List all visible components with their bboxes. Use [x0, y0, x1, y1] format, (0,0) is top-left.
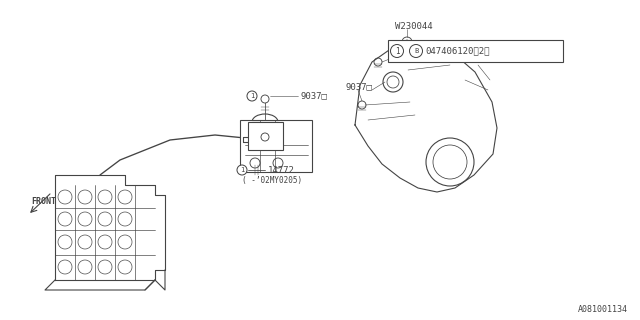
Text: 14772: 14772 [268, 165, 295, 174]
Circle shape [247, 91, 257, 101]
Circle shape [410, 44, 422, 58]
FancyBboxPatch shape [388, 40, 563, 62]
Text: 9037□: 9037□ [345, 83, 372, 92]
Text: A081001134: A081001134 [578, 305, 628, 314]
Circle shape [390, 44, 403, 58]
Text: FRONT: FRONT [31, 197, 56, 206]
Text: 9037□: 9037□ [300, 92, 327, 100]
Text: 9037□: 9037□ [394, 53, 421, 62]
Text: 047406120（2）: 047406120（2） [425, 46, 490, 55]
Text: 1: 1 [240, 167, 244, 173]
Text: ( -’02MY0205): ( -’02MY0205) [242, 175, 302, 185]
FancyBboxPatch shape [240, 120, 312, 172]
Text: 1: 1 [250, 93, 254, 99]
Text: B: B [414, 48, 418, 54]
Circle shape [237, 165, 247, 175]
Text: W230044: W230044 [395, 21, 433, 30]
FancyBboxPatch shape [248, 122, 283, 150]
Text: 1: 1 [395, 46, 399, 55]
Circle shape [261, 95, 269, 103]
